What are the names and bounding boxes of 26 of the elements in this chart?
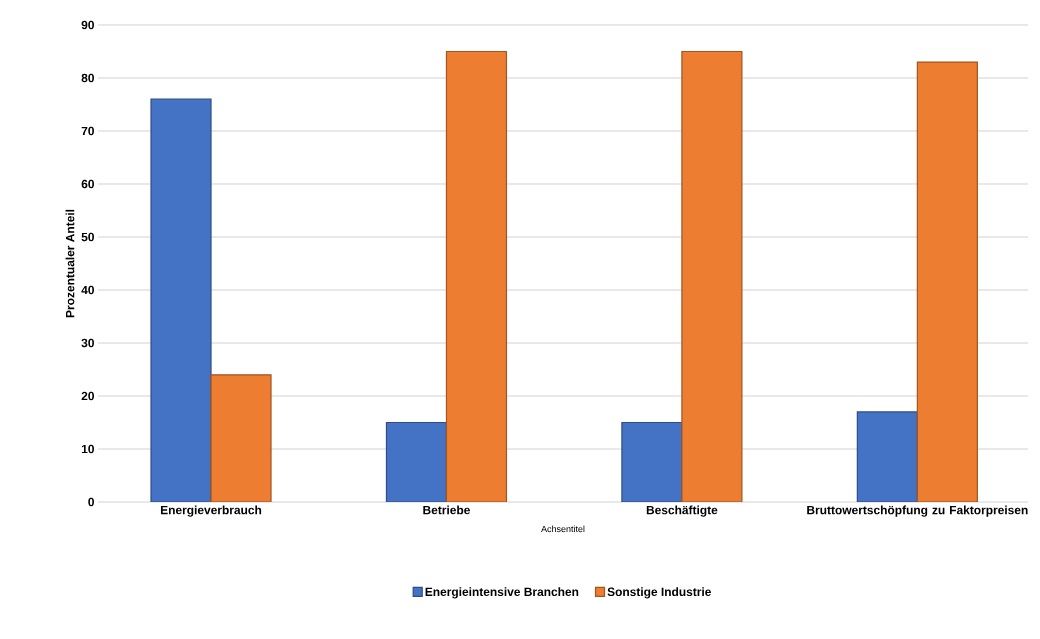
bar bbox=[445, 50, 508, 502]
bar bbox=[150, 98, 212, 502]
y-tick-label: 60 bbox=[81, 179, 94, 189]
bar bbox=[385, 421, 448, 502]
x-tick-label: Bruttowertschöpfung zu Faktorpreisen bbox=[807, 505, 1028, 517]
y-tick-label: 40 bbox=[81, 285, 94, 295]
x-tick-label: Energieverbrauch bbox=[160, 505, 262, 517]
bar bbox=[681, 50, 743, 502]
y-tick-label: 70 bbox=[81, 126, 94, 136]
x-tick-label: Betriebe bbox=[423, 505, 470, 515]
y-tick-label: 90 bbox=[81, 20, 94, 30]
y-tick-label: 50 bbox=[81, 232, 94, 242]
y-tick-label: 80 bbox=[81, 73, 94, 83]
y-tick-label: 20 bbox=[81, 391, 94, 401]
bar bbox=[856, 411, 918, 502]
legend-label: Sonstige Industrie bbox=[607, 587, 711, 599]
x-tick-label: Beschäftigte bbox=[646, 505, 718, 517]
y-tick-label: 30 bbox=[81, 338, 94, 348]
y-axis-title: Prozentualer Anteil bbox=[65, 209, 75, 318]
y-tick-label: 0 bbox=[88, 497, 94, 507]
legend-label: Energieintensive Branchen bbox=[425, 587, 579, 599]
bar bbox=[916, 61, 978, 502]
y-tick-label: 10 bbox=[81, 444, 94, 454]
bar bbox=[210, 374, 272, 502]
x-axis-title: Achsentitel bbox=[541, 525, 585, 533]
bar bbox=[621, 421, 683, 502]
